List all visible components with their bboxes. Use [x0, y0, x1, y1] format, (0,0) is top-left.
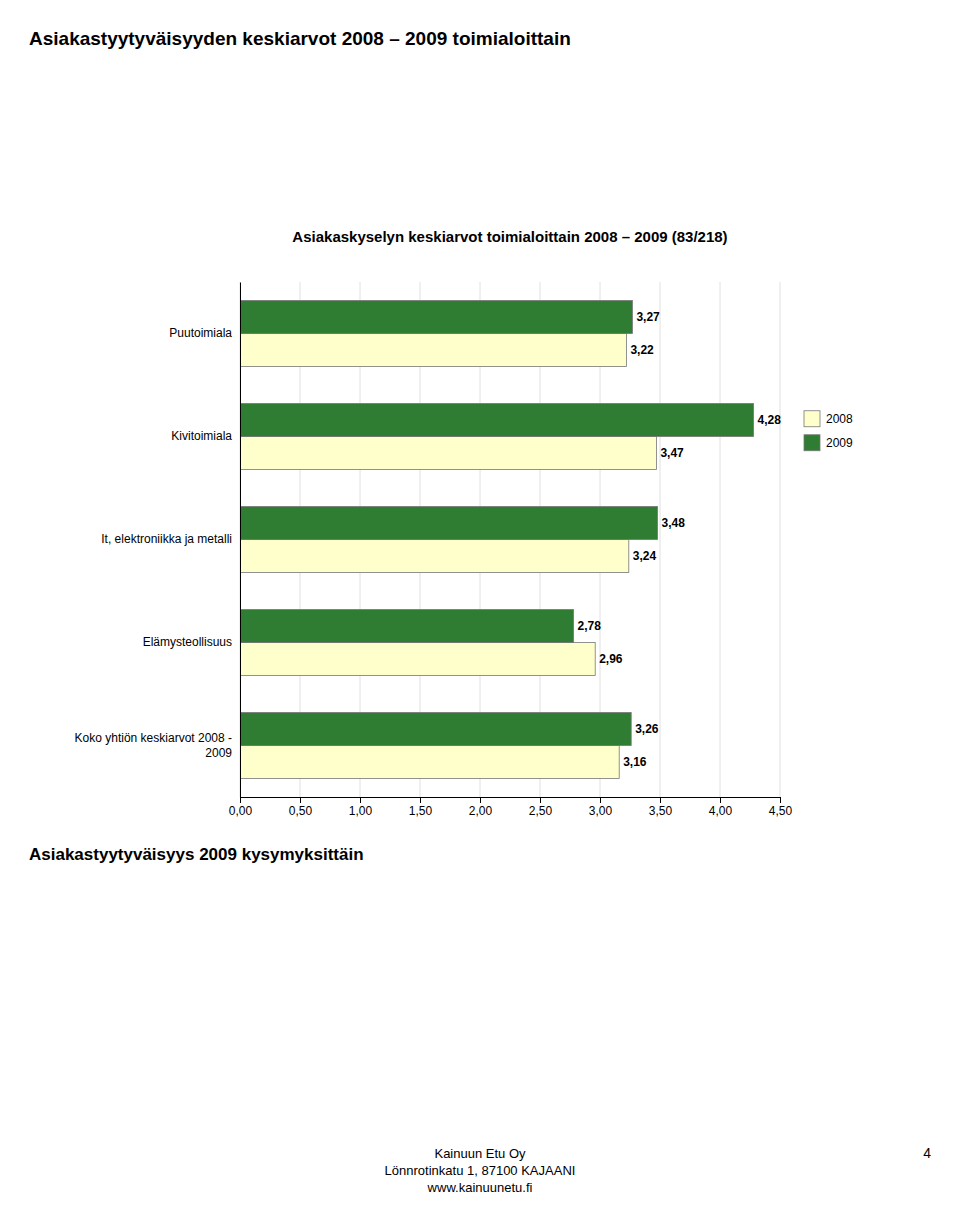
axis-line [240, 283, 241, 798]
tick-mark [660, 797, 661, 803]
data-label: 3,26 [635, 722, 659, 736]
footer-text: Kainuun Etu Oy [434, 1146, 526, 1161]
series-bars [240, 301, 754, 746]
tick-label: 0,50 [289, 804, 313, 818]
tick-mark [240, 797, 241, 803]
tick: Puutoimiala [169, 326, 240, 340]
legend-swatch [804, 411, 820, 427]
legend-label: 2009 [826, 436, 853, 450]
data-label: 2,96 [599, 652, 623, 666]
tick: Koko yhtiön keskiarvot 2008 -2009 [75, 731, 240, 759]
tick-label: 2,00 [469, 804, 493, 818]
legend-swatch [804, 435, 820, 451]
data-label: 3,47 [660, 446, 684, 460]
tick-label: Kivitoimiala [171, 429, 232, 443]
bar [240, 643, 595, 676]
chart: Asiakastyytyväisyyden keskiarvot 2008 – … [0, 0, 960, 1227]
tick: 1,50 [409, 797, 433, 818]
tick: 4,00 [709, 797, 733, 818]
bar [240, 437, 656, 470]
tick-mark [300, 797, 301, 803]
page-number: 4 [923, 1145, 931, 1161]
tick-label: Koko yhtiön keskiarvot 2008 -2009 [75, 731, 233, 759]
tick-label: 0,00 [229, 804, 253, 818]
tick-label: 3,50 [649, 804, 673, 818]
legend-item: 2009 [804, 435, 853, 451]
bar [240, 713, 631, 746]
bar [240, 540, 629, 573]
tick: 3,50 [649, 797, 673, 818]
tick: It, elektroniikka ja metalli [101, 532, 240, 546]
annotations: Asiakastyytyväisyys 2009 kysymyksittäin K… [29, 845, 931, 1195]
x-axis: 0,00 0,50 1,00 1,50 2,00 2,50 3,00 3,50 4,00 4,50 [229, 797, 793, 818]
tick: Elämysteollisuus [143, 635, 240, 649]
bar [240, 404, 754, 437]
grid-line [720, 282, 721, 797]
data-label: 3,22 [630, 343, 654, 357]
footer-text: Lönnrotinkatu 1, 87100 KAJAANI [385, 1163, 576, 1178]
tick-label: 1,50 [409, 804, 433, 818]
legend: 2008 2009 [804, 411, 853, 451]
data-label: 4,28 [758, 413, 782, 427]
tick-label: 3,00 [589, 804, 613, 818]
axis-line [241, 798, 781, 804]
bar [240, 610, 574, 643]
data-label: 2,78 [578, 619, 602, 633]
data-labels: 3,22 3,47 3,24 2,96 3,16 3,27 4,28 3,48 2,78 3,26 [578, 310, 782, 769]
tick-label: Puutoimiala [169, 326, 232, 340]
tick: 3,00 [589, 797, 613, 818]
tick: 1,00 [349, 797, 373, 818]
tick: 0,00 [229, 797, 253, 818]
series-bars [240, 334, 656, 779]
bars [240, 301, 754, 779]
grid-line [240, 282, 241, 797]
tick-mark [420, 797, 421, 803]
tick-label: It, elektroniikka ja metalli [101, 532, 232, 546]
bar [240, 334, 626, 367]
data-label: 3,48 [662, 516, 686, 530]
data-label: 3,27 [636, 310, 660, 324]
tick: Kivitoimiala [171, 429, 240, 443]
tick: 2,00 [469, 797, 493, 818]
data-label: 3,16 [623, 755, 647, 769]
tick-label: 4,00 [709, 804, 733, 818]
tick-label: 1,00 [349, 804, 373, 818]
tick-mark [720, 797, 721, 803]
data-label: 3,24 [633, 549, 657, 563]
title: Asiakastyytyväisyyden keskiarvot 2008 – … [29, 28, 571, 49]
subtitle: Asiakaskyselyn keskiarvot toimialoittain… [292, 228, 727, 245]
legend-item: 2008 [804, 411, 853, 427]
legend-label: 2008 [826, 412, 853, 426]
footer-text: www.kainuunetu.fi [427, 1180, 533, 1195]
tick-mark [360, 797, 361, 803]
tick: 0,50 [289, 797, 313, 818]
tick-label: Elämysteollisuus [143, 635, 232, 649]
tick-mark [600, 797, 601, 803]
tick: 4,50 [769, 797, 793, 818]
grid [240, 282, 780, 797]
tick-label: 2,50 [529, 804, 553, 818]
tick: 2,50 [529, 797, 553, 818]
bar [240, 746, 619, 779]
bar [240, 301, 632, 334]
bar [240, 507, 658, 540]
grid-line [780, 282, 781, 797]
tick-label: 4,50 [769, 804, 793, 818]
tick-mark [540, 797, 541, 803]
tick-mark [780, 797, 781, 803]
tick-mark [480, 797, 481, 803]
y-axis: Puutoimiala Kivitoimiala It, elektroniikka… [75, 283, 241, 798]
section-heading: Asiakastyytyväisyys 2009 kysymyksittäin [29, 845, 364, 864]
grid-line [660, 282, 661, 797]
